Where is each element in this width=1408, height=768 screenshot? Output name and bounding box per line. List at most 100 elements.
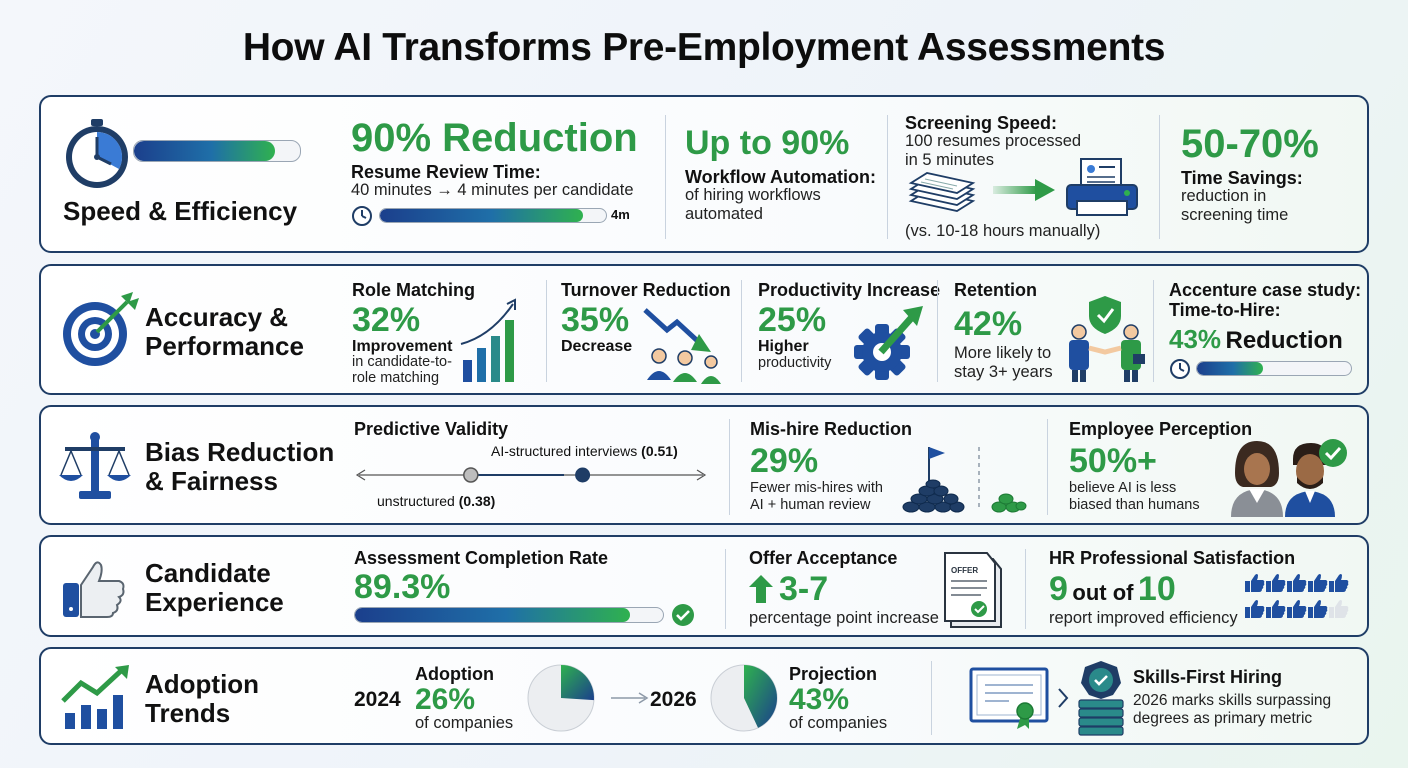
category-bias-2: & Fairness [145, 466, 278, 496]
category-candidate-1: Candidate [145, 558, 271, 588]
year-2024: 2024 [354, 688, 401, 711]
category-adoption-1: Adoption [145, 669, 260, 699]
productivity-value: 25% [758, 301, 827, 339]
up-arrow-icon [749, 575, 773, 603]
thumb-filled-icon [1308, 574, 1328, 592]
perception-desc-2: biased than humans [1069, 497, 1200, 513]
offer-doc-label: OFFER [951, 566, 978, 575]
bias-fairness-panel: Bias Reduction & Fairness Predictive Val… [39, 405, 1369, 525]
role-desc-1: in candidate-to- [352, 354, 452, 370]
thumb-filled-icon [1245, 600, 1265, 618]
category-accuracy-1: Accuracy & [145, 302, 289, 332]
savings-label: Time Savings: [1181, 168, 1303, 188]
pie-slice [744, 665, 777, 728]
role-value: 32% [352, 301, 421, 339]
retention-desc-1: More likely to [954, 344, 1052, 362]
workflow-headline: Up to 90% [685, 124, 850, 162]
productivity-desc: productivity [758, 355, 832, 371]
retention-label: Retention [954, 280, 1037, 300]
accenture-metric: 43% Reduction [1169, 324, 1343, 355]
scanner-icon [1066, 158, 1138, 216]
thumb-filled-icon [1266, 574, 1286, 592]
hr-metric: 9 out of 10 [1049, 571, 1176, 607]
completion-value: 89.3% [354, 568, 451, 606]
screening-desc-2: in 5 minutes [905, 151, 994, 169]
resume-time-bar [379, 208, 607, 223]
paper-stack-icon [908, 172, 976, 212]
savings-headline: 50-70% [1181, 122, 1319, 166]
role-label: Role Matching [352, 280, 476, 300]
productivity-label: Productivity Increase [758, 280, 941, 300]
role-sub: Improvement [352, 338, 453, 355]
perception-label: Employee Perception [1069, 419, 1253, 439]
offer-label: Offer Acceptance [749, 548, 898, 568]
turnover-label: Turnover Reduction [561, 280, 731, 300]
adoption-2024-label: Adoption [415, 664, 494, 684]
productivity-sub: Higher [758, 338, 809, 355]
stopwatch-icon [66, 119, 128, 188]
category-accuracy-2: Performance [145, 331, 304, 361]
downtrend-people-icon [643, 308, 721, 384]
hr-value-mid: out of [1072, 580, 1134, 605]
year-2026: 2026 [650, 688, 697, 711]
perception-value: 50%+ [1069, 442, 1157, 480]
role-desc-2: role matching [352, 370, 440, 386]
hr-value-a: 9 [1049, 570, 1068, 608]
accenture-value: 43% [1169, 324, 1222, 354]
accenture-label-1: Accenture case study: [1169, 280, 1362, 300]
validity-unstructured-annotation: unstructured (0.38) [377, 493, 495, 509]
projection-2026-label: Projection [789, 664, 878, 684]
mishire-piles-icon [902, 447, 1027, 513]
projection-2026-desc: of companies [789, 714, 888, 732]
perception-desc-1: believe AI is less [1069, 480, 1177, 496]
screening-note: (vs. 10-18 hours manually) [905, 222, 1101, 240]
accenture-value-suffix: Reduction [1225, 327, 1343, 354]
time-to-hire-bar [1196, 361, 1352, 376]
mishire-value: 29% [750, 442, 819, 480]
accuracy-performance-panel: Accuracy & Performance Role Matching 32%… [39, 264, 1369, 395]
handshake-shield-icon [1069, 296, 1145, 382]
arrow-right-icon [611, 692, 649, 704]
clock-icon [352, 206, 372, 226]
mishire-desc-2: AI + human review [750, 497, 871, 513]
validity-ai-annotation: AI-structured interviews (0.51) [491, 443, 678, 459]
retention-desc-2: stay 3+ years [954, 363, 1053, 381]
skills-desc-2: degrees as primary metric [1133, 710, 1313, 727]
offer-value: 3-7 [779, 570, 829, 608]
skills-label: Skills-First Hiring [1133, 667, 1283, 687]
workflow-desc-2: automated [685, 205, 763, 223]
validity-point-unstructured [463, 467, 479, 483]
page-title: How AI Transforms Pre-Employment Assessm… [242, 26, 1166, 69]
resume-label: Resume Review Time: [351, 162, 541, 182]
category-speed: Speed & Efficiency [63, 196, 298, 226]
thumb-empty-icon [1329, 600, 1349, 618]
hr-rating-thumbs [1245, 574, 1349, 618]
turnover-sub: Decrease [561, 338, 633, 355]
mishire-label: Mis-hire Reduction [750, 419, 913, 439]
validity-ai-label: AI-structured interviews [491, 443, 638, 459]
resume-headline: 90% Reduction [351, 116, 638, 160]
category-adoption-2: Trends [145, 698, 231, 728]
validity-label: Predictive Validity [354, 419, 509, 439]
mishire-desc-1: Fewer mis-hires with [750, 480, 883, 496]
accenture-label-2: Time-to-Hire: [1169, 300, 1281, 320]
skills-desc-1: 2026 marks skills surpassing [1133, 692, 1332, 709]
thumbs-up-icon [63, 561, 125, 618]
projection-2026-value: 43% [789, 683, 850, 716]
offer-desc: percentage point increase [749, 609, 939, 627]
category-candidate-2: Experience [145, 587, 284, 617]
speed-efficiency-panel: Speed & Efficiency 90% Reduction Resume … [39, 95, 1369, 253]
growth-bars-icon [460, 298, 516, 382]
validity-point-ai [575, 467, 591, 483]
skills-badge-icon [1078, 661, 1124, 736]
retention-value: 42% [954, 305, 1023, 343]
pie-2024 [527, 664, 595, 732]
screening-desc-1: 100 resumes processed [905, 132, 1082, 150]
offer-document-icon: OFFER [944, 552, 1002, 628]
hr-label: HR Professional Satisfaction [1049, 548, 1296, 568]
arrow-right-icon [993, 179, 1055, 201]
thumb-filled-icon [1329, 574, 1349, 592]
thumb-filled-icon [1308, 600, 1328, 618]
savings-desc-2: screening time [1181, 206, 1289, 224]
category-bias-1: Bias Reduction [145, 437, 335, 467]
